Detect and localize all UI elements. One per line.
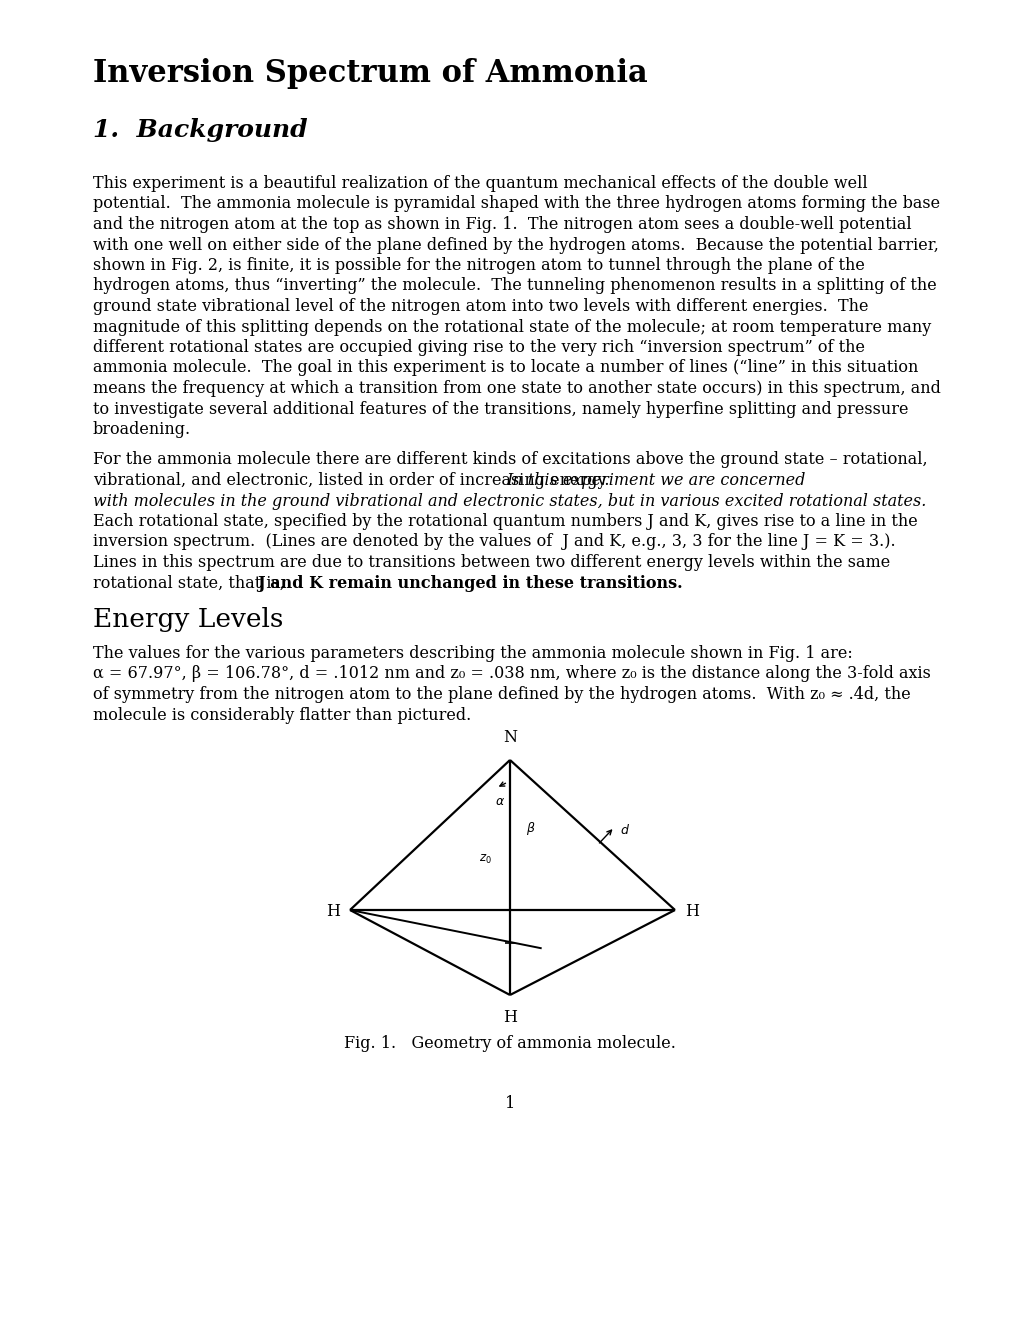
Text: magnitude of this splitting depends on the rotational state of the molecule; at : magnitude of this splitting depends on t… [93,318,930,335]
Text: and the nitrogen atom at the top as shown in Fig. 1.  The nitrogen atom sees a d: and the nitrogen atom at the top as show… [93,216,911,234]
Text: rotational state, that is,: rotational state, that is, [93,574,289,591]
Text: Energy Levels: Energy Levels [93,607,283,632]
Text: of symmetry from the nitrogen atom to the plane defined by the hydrogen atoms.  : of symmetry from the nitrogen atom to th… [93,686,910,704]
Text: $\alpha$: $\alpha$ [494,795,504,808]
Text: This experiment is a beautiful realization of the quantum mechanical effects of : This experiment is a beautiful realizati… [93,176,867,191]
Text: For the ammonia molecule there are different kinds of excitations above the grou: For the ammonia molecule there are diffe… [93,451,926,469]
Text: molecule is considerably flatter than pictured.: molecule is considerably flatter than pi… [93,706,471,723]
Text: ground state vibrational level of the nitrogen atom into two levels with differe: ground state vibrational level of the ni… [93,298,867,315]
Text: $z_0$: $z_0$ [479,853,491,866]
Text: hydrogen atoms, thus “inverting” the molecule.  The tunneling phenomenon results: hydrogen atoms, thus “inverting” the mol… [93,277,935,294]
Text: J and K remain unchanged in these transitions.: J and K remain unchanged in these transi… [257,574,682,591]
Text: H: H [326,903,339,920]
Text: 1: 1 [504,1096,515,1111]
Text: ammonia molecule.  The goal in this experiment is to locate a number of lines (“: ammonia molecule. The goal in this exper… [93,359,917,376]
Text: potential.  The ammonia molecule is pyramidal shaped with the three hydrogen ato: potential. The ammonia molecule is pyram… [93,195,940,213]
Text: shown in Fig. 2, is finite, it is possible for the nitrogen atom to tunnel throu: shown in Fig. 2, is finite, it is possib… [93,257,864,275]
Text: to investigate several additional features of the transitions, namely hyperfine : to investigate several additional featur… [93,400,908,417]
Text: In this experiment we are concerned: In this experiment we are concerned [506,473,805,488]
Text: The values for the various parameters describing the ammonia molecule shown in F: The values for the various parameters de… [93,645,852,663]
Text: Inversion Spectrum of Ammonia: Inversion Spectrum of Ammonia [93,58,647,88]
Text: α = 67.97°, β = 106.78°, d = .1012 nm and z₀ = .038 nm, where z₀ is the distance: α = 67.97°, β = 106.78°, d = .1012 nm an… [93,665,930,682]
Text: different rotational states are occupied giving rise to the very rich “inversion: different rotational states are occupied… [93,339,864,356]
Text: H: H [502,1008,517,1026]
Text: inversion spectrum.  (Lines are denoted by the values of  J and K, e.g., 3, 3 fo: inversion spectrum. (Lines are denoted b… [93,533,895,550]
Text: means the frequency at which a transition from one state to another state occurs: means the frequency at which a transitio… [93,380,940,397]
Text: broadening.: broadening. [93,421,191,438]
Text: $d$: $d$ [620,822,630,837]
Text: 1.  Background: 1. Background [93,117,308,143]
Text: with one well on either side of the plane defined by the hydrogen atoms.  Becaus: with one well on either side of the plan… [93,236,937,253]
Text: Lines in this spectrum are due to transitions between two different energy level: Lines in this spectrum are due to transi… [93,554,890,572]
Text: vibrational, and electronic, listed in order of increasing energy.: vibrational, and electronic, listed in o… [93,473,620,488]
Text: Each rotational state, specified by the rotational quantum numbers J and K, give: Each rotational state, specified by the … [93,513,917,531]
Text: H: H [685,903,698,920]
Text: $\beta$: $\beta$ [526,820,535,837]
Text: N: N [502,729,517,746]
Text: Fig. 1.   Geometry of ammonia molecule.: Fig. 1. Geometry of ammonia molecule. [343,1035,676,1052]
Text: with molecules in the ground vibrational and electronic states, but in various e: with molecules in the ground vibrational… [93,492,925,510]
